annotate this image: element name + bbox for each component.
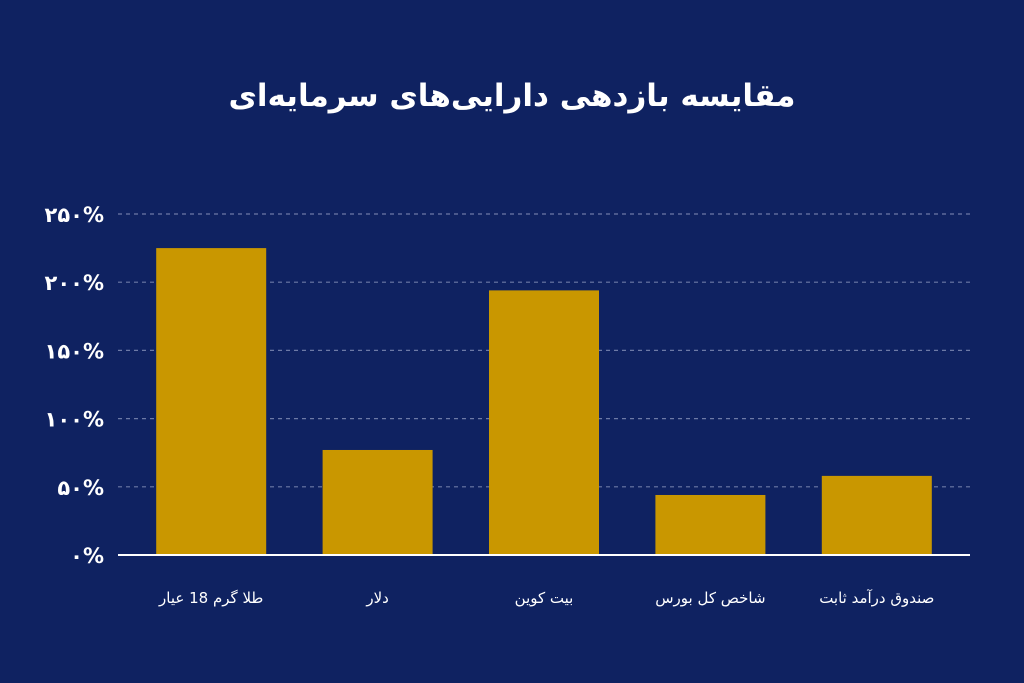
x-tick-label: بیت کوین [515,589,574,607]
y-tick-label: ۲۵۰% [45,203,105,227]
y-tick-label: ۱۰۰% [45,408,105,432]
y-tick-label: ۱۵۰% [45,339,105,363]
x-tick-label: دلار [365,589,388,607]
bar [821,475,932,555]
bar [655,494,766,555]
y-tick-label: ۲۰۰% [45,271,105,295]
x-tick-label: شاخص کل بورس [655,589,765,607]
x-tick-label: طلا گرم 18 عیار [158,589,263,607]
bar [322,449,433,555]
bar [489,290,599,555]
chart-title: مقایسه بازدهی دارایی‌های سرمایه‌ای [228,78,796,114]
y-tick-label: ۰% [70,544,104,568]
y-tick-label: ۵۰% [57,476,104,500]
bar [156,248,267,555]
x-tick-label: صندوق درآمد ثابت [819,589,934,607]
